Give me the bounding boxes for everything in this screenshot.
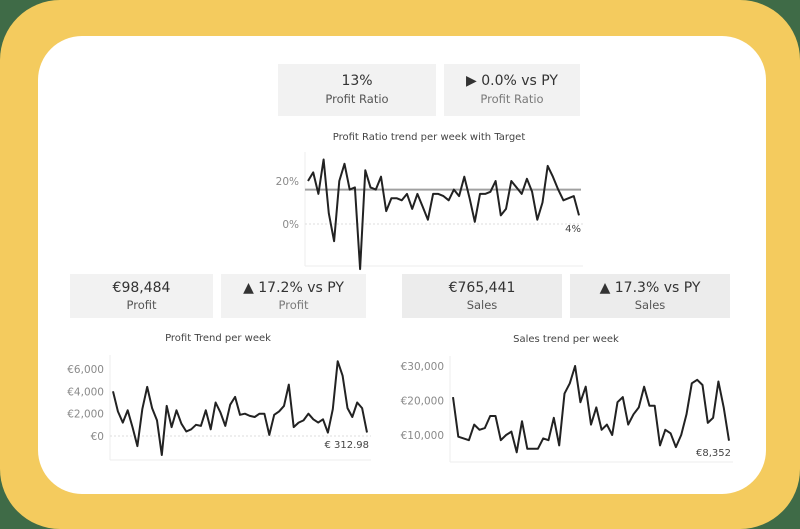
kpi-label: Sales bbox=[466, 298, 498, 312]
kpi-label: Profit Ratio bbox=[480, 92, 544, 106]
kpi-profit-ratio-vs-py[interactable]: ▶ 0.0% vs PY Profit Ratio bbox=[444, 64, 580, 116]
kpi-value: €98,484 bbox=[112, 280, 171, 296]
profit-chart-title: Profit Trend per week bbox=[165, 333, 271, 344]
kpi-value: ▲ 17.2% vs PY bbox=[243, 280, 344, 296]
profit-ratio-chart-title: Profit Ratio trend per week with Target bbox=[332, 132, 526, 143]
kpi-sales-vs-py[interactable]: ▲ 17.3% vs PY Sales bbox=[570, 274, 730, 318]
kpi-label: Profit Ratio bbox=[325, 92, 389, 106]
kpi-profit-ratio[interactable]: 13% Profit Ratio bbox=[278, 64, 436, 116]
kpi-label: Sales bbox=[634, 298, 666, 312]
kpi-profit[interactable]: €98,484 Profit bbox=[70, 274, 213, 318]
kpi-profit-vs-py[interactable]: ▲ 17.2% vs PY Profit bbox=[221, 274, 366, 318]
kpi-label: Profit bbox=[126, 298, 157, 312]
kpi-value: ▲ 17.3% vs PY bbox=[599, 280, 701, 296]
kpi-value: 13% bbox=[341, 73, 373, 89]
kpi-value: ▶ 0.0% vs PY bbox=[466, 73, 558, 89]
kpi-label: Profit bbox=[278, 298, 309, 312]
sales-chart-title: Sales trend per week bbox=[513, 334, 619, 345]
kpi-value: €765,441 bbox=[448, 280, 516, 296]
kpi-sales[interactable]: €765,441 Sales bbox=[402, 274, 562, 318]
